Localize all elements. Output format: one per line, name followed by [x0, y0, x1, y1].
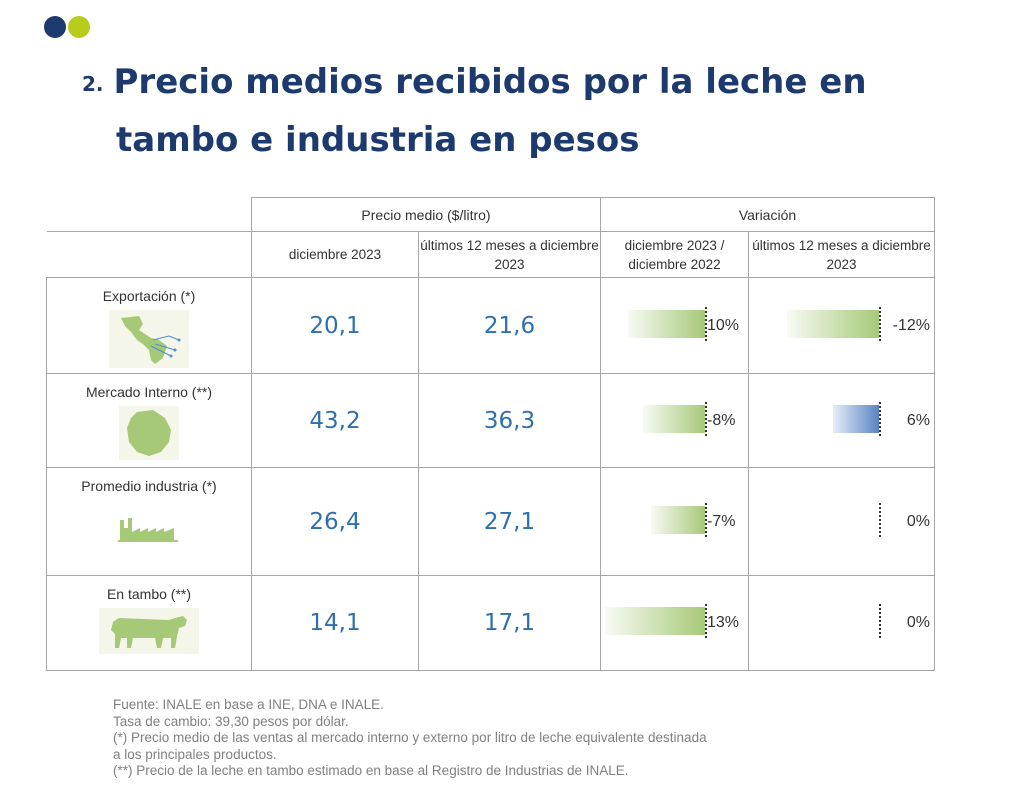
variation-bar: [643, 404, 705, 433]
table-row: En tambo (**) 14,1 17,1 13% 0%: [46, 575, 935, 671]
footnote-star-cont: a los principales productos.: [113, 746, 277, 762]
variation-axis: [879, 401, 881, 436]
variation-dec-cell: 10%: [600, 277, 749, 374]
title-line-1: Precio medios recibidos por la leche en: [113, 62, 867, 102]
variation-bar: [786, 309, 879, 338]
cow-icon: [99, 608, 199, 654]
variation-axis: [879, 604, 881, 638]
uruguay-map-icon: [119, 406, 179, 460]
variation-bar: [628, 309, 705, 338]
row-label: Mercado Interno (**): [85, 384, 213, 400]
factory-icon: [118, 518, 178, 542]
table-row: Exportación (*) 20,1 21,6 10% -12%: [46, 277, 935, 374]
variation-label: 6%: [906, 411, 930, 429]
variation-label: 0%: [906, 512, 930, 530]
price-table: Precio medio ($/litro) Variación diciemb…: [46, 197, 935, 671]
variation-bar: [604, 607, 705, 635]
subheader-var-12: últimos 12 meses a diciembre 2023: [748, 231, 935, 278]
value-last12: 36,3: [418, 373, 601, 468]
table-row: Promedio industria (*) 26,4 27,1 -7% 0%: [46, 467, 935, 576]
value-last12: 17,1: [418, 575, 601, 671]
value-dec2023: 43,2: [251, 373, 419, 468]
variation-label: 0%: [906, 614, 930, 631]
subheader-dec2023: diciembre 2023: [251, 231, 419, 278]
value-dec2023: 20,1: [251, 277, 419, 374]
blank-corner-2: [46, 231, 252, 278]
variation-label: -12%: [892, 316, 930, 334]
variation-axis: [879, 502, 881, 537]
row-label-cell: Promedio industria (*): [46, 467, 252, 576]
variation-label: -8%: [707, 411, 736, 429]
lime-dot: [68, 16, 90, 38]
value-last12: 21,6: [418, 277, 601, 374]
variation-bar: [651, 505, 705, 534]
variation-12-cell: 0%: [748, 575, 935, 671]
slide-title: 2. Precio medios recibidos por la leche e…: [82, 54, 962, 168]
variation-axis: [879, 306, 881, 341]
value-dec2023: 26,4: [251, 467, 419, 576]
variation-12-cell: 6%: [748, 373, 935, 468]
row-label-cell: Mercado Interno (**): [46, 373, 252, 468]
variation-axis: [705, 502, 707, 537]
variation-dec-cell: -8%: [600, 373, 749, 468]
slide-number: 2.: [82, 71, 104, 96]
blank-corner: [46, 197, 252, 232]
table-row: Mercado Interno (**) 43,2 36,3 -8% 6%: [46, 373, 935, 468]
value-dec2023: 14,1: [251, 575, 419, 671]
subheader-last12: últimos 12 meses a diciembre 2023: [418, 231, 601, 278]
variation-axis: [705, 306, 707, 341]
variation-dec-cell: 13%: [600, 575, 749, 671]
row-label-cell: En tambo (**): [46, 575, 252, 671]
row-label: Exportación (*): [102, 288, 196, 304]
footnote-star: (*) Precio medio de las ventas al mercad…: [113, 730, 707, 745]
subheader-var-dec: diciembre 2023 / diciembre 2022: [600, 231, 749, 278]
variation-axis: [705, 604, 707, 638]
variation-label: 13%: [707, 614, 740, 631]
navy-dot: [44, 16, 66, 38]
row-label: Promedio industria (*): [81, 478, 217, 494]
footnote-double-star: (**) Precio de la leche en tambo estimad…: [113, 763, 629, 778]
variation-12-cell: 0%: [748, 467, 935, 576]
americas-map-icon: [109, 310, 189, 368]
header-precio-medio: Precio medio ($/litro): [251, 197, 601, 232]
title-line-2: tambo e industria en pesos: [116, 119, 640, 160]
footnote-exchange: Tasa de cambio: 39,30 pesos por dólar.: [113, 713, 349, 729]
row-label: En tambo (**): [106, 586, 192, 602]
variation-label: 10%: [707, 316, 740, 334]
variation-bar: [832, 404, 879, 433]
variation-label: -7%: [707, 512, 736, 530]
row-label-cell: Exportación (*): [46, 277, 252, 374]
footnote-source: Fuente: INALE en base a INE, DNA e INALE…: [113, 697, 384, 712]
header-variacion: Variación: [600, 197, 935, 232]
value-last12: 27,1: [418, 467, 601, 576]
footnotes: Fuente: INALE en base a INE, DNA e INALE…: [113, 697, 707, 780]
variation-dec-cell: -7%: [600, 467, 749, 576]
variation-axis: [705, 401, 707, 436]
variation-12-cell: -12%: [748, 277, 935, 374]
